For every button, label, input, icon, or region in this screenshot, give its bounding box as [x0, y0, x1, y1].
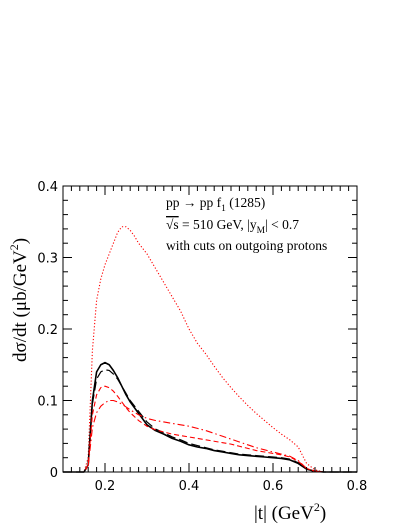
y-axis-title: dσ/dt (μb/GeV2): [7, 238, 31, 362]
x-tick-label: 0.6: [263, 479, 284, 494]
y-tick-label: 0.2: [37, 323, 58, 338]
series-solid-line: [63, 361, 357, 473]
annotation-box: pp → pp f1 (1285) √s = 510 GeV, |yM| < 0…: [166, 195, 327, 253]
y-tick-label: 0.1: [37, 395, 58, 410]
y-tick-label: 0.4: [37, 180, 58, 195]
series-dotted-line: [63, 226, 357, 473]
series-dashed-line: [63, 385, 357, 473]
chart-curves: [63, 226, 357, 473]
x-tick-label: 0.8: [347, 479, 368, 494]
annotation-line-2: √s = 510 GeV, |yM| < 0.7: [166, 217, 299, 236]
y-tick-labels: 0 0.1 0.2 0.3 0.4: [37, 180, 58, 481]
y-tick-label: 0: [50, 466, 58, 481]
y-tick-label: 0.3: [37, 252, 58, 267]
x-axis-title: |t| (GeV2): [254, 500, 326, 524]
x-tick-label: 0.2: [95, 479, 116, 494]
axis-ticks: [62, 185, 358, 473]
x-tick-labels: 0.2 0.4 0.6 0.8: [95, 479, 368, 494]
annotation-line-3: with cuts on outgoing protons: [166, 238, 327, 253]
annotation-line-1: pp → pp f1 (1285): [166, 195, 265, 214]
series-longdash-line: [63, 369, 357, 473]
x-tick-label: 0.4: [179, 479, 200, 494]
plot-frame: [62, 185, 358, 473]
series-dashdot-line: [63, 399, 357, 473]
